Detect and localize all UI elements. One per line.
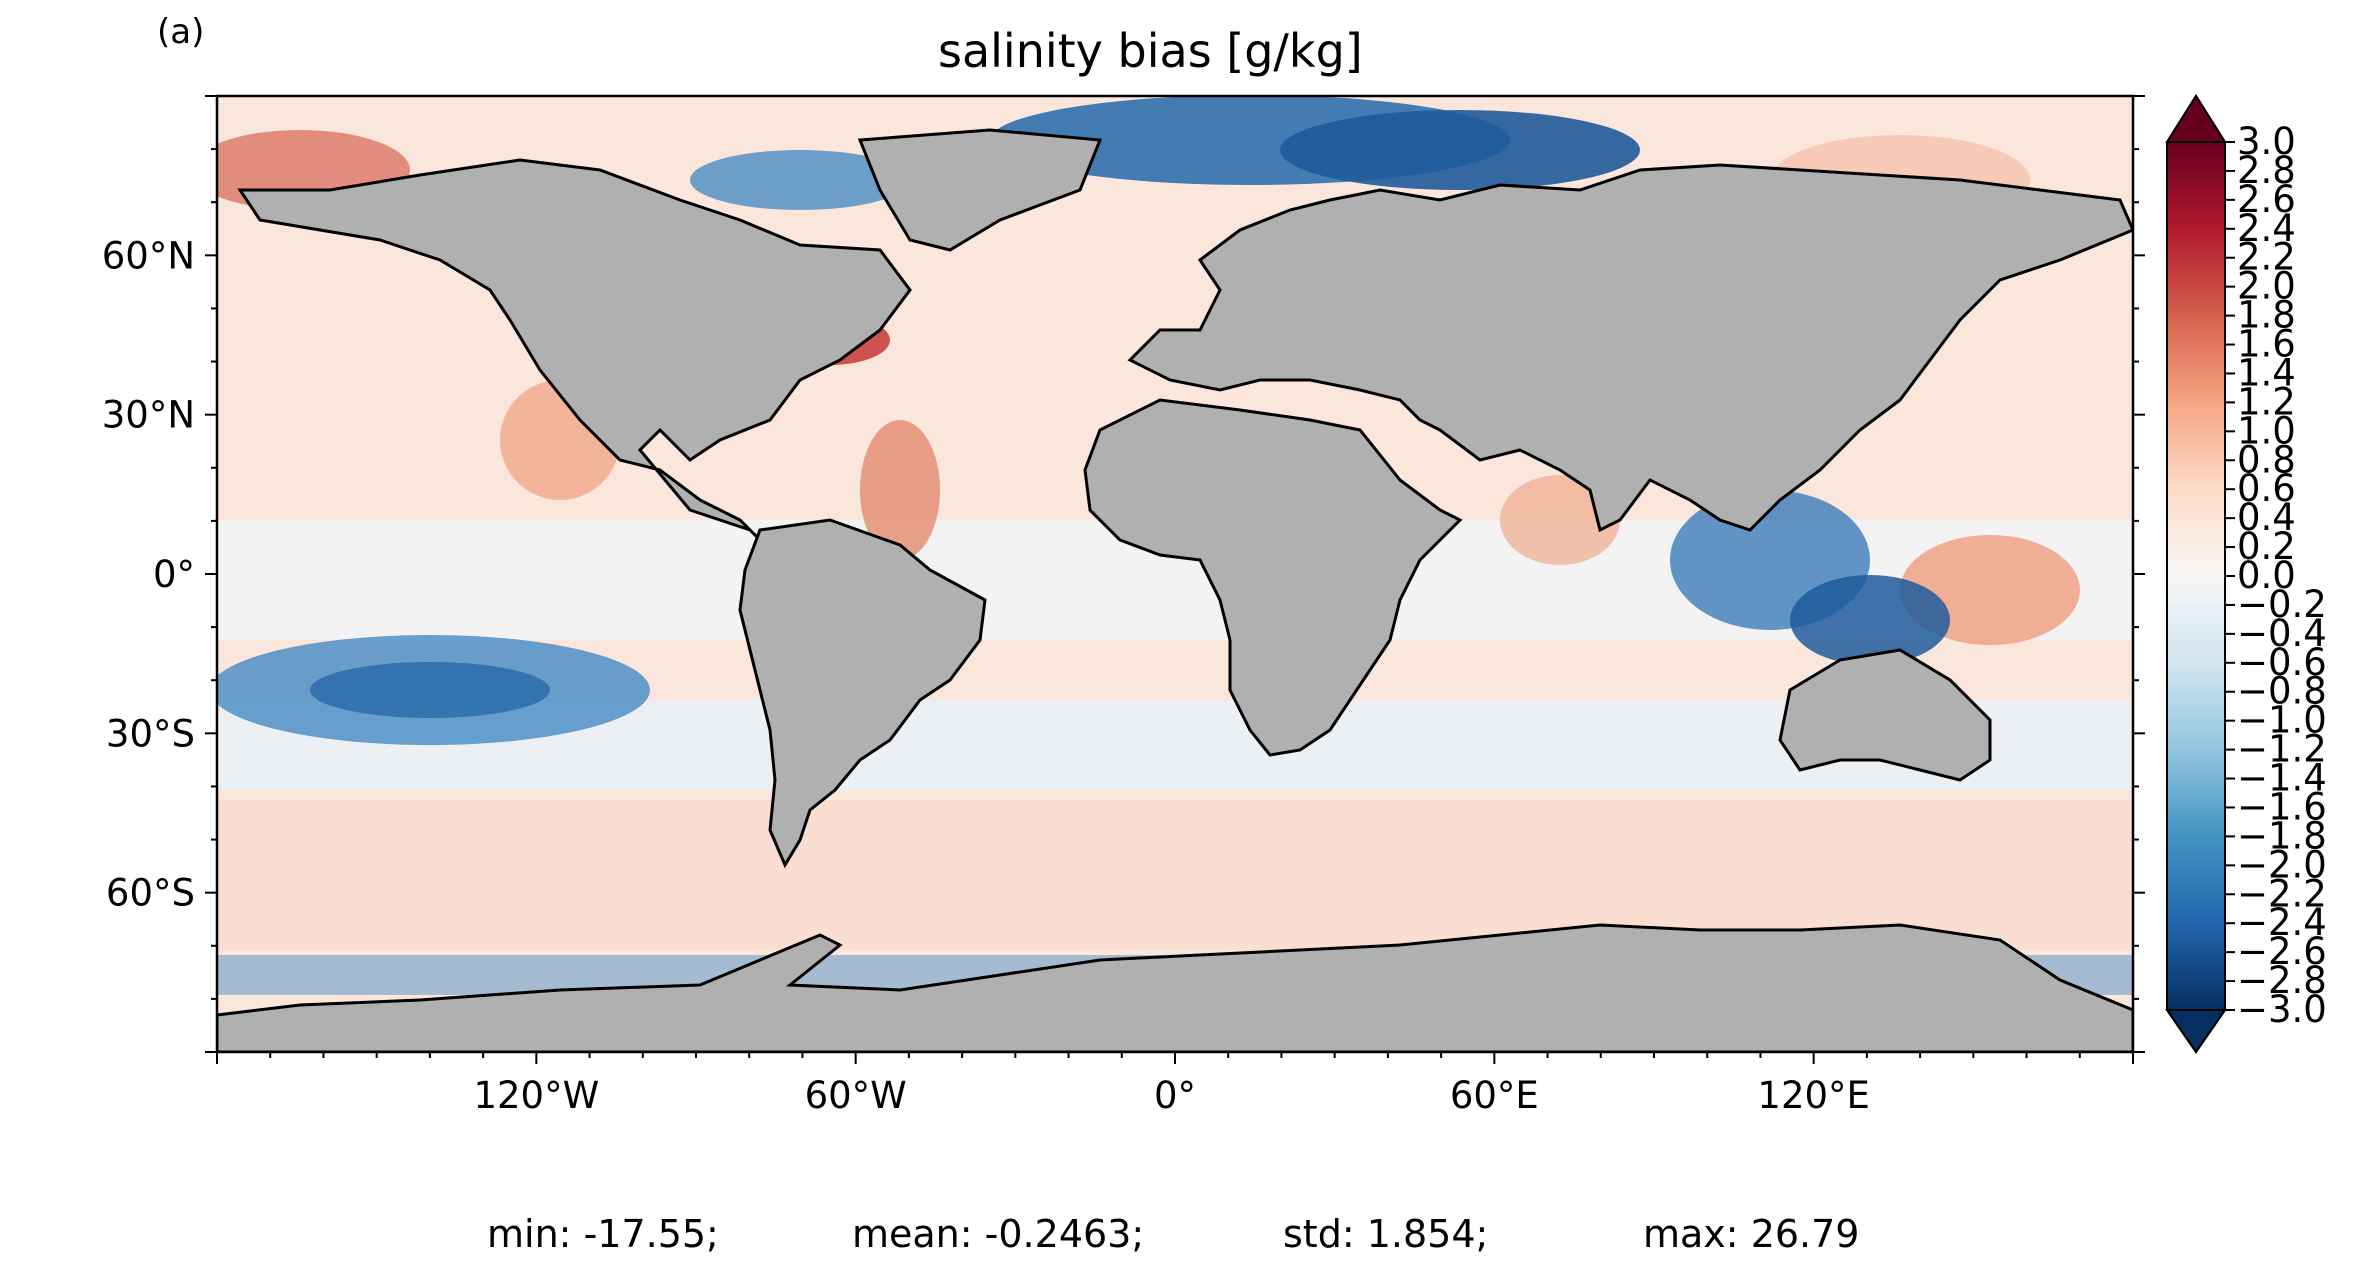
colorbar-tick-label: 2.6 [2237, 178, 2296, 221]
stat-std: std: 1.854; [1283, 1212, 1488, 1256]
colorbar-extend-min [2165, 1009, 2227, 1054]
south-america-landmass [738, 518, 987, 869]
greenland-landmass [857, 128, 1103, 252]
y-tick-label: 30°S [106, 712, 195, 755]
y-axis-ticks: 60°N 30°N 0° 30°S 60°S [102, 95, 2145, 1053]
colorbar-tick-label: 2.2 [2237, 236, 2296, 279]
colorbar-tick-label: −1.6 [2237, 785, 2327, 828]
colorbar-tick-label: −2.8 [2237, 959, 2327, 1002]
colorbar-tick-label: −1.0 [2237, 699, 2327, 742]
y-tick-label: 30°N [102, 394, 195, 437]
colorbar-tick-label: −2.2 [2237, 872, 2327, 915]
x-tick-label: 60°W [805, 1074, 907, 1117]
panel-label: (a) [157, 12, 205, 52]
colorbar-tick-label: 0.6 [2237, 467, 2296, 510]
colorbar-tick-label: 1.8 [2237, 294, 2296, 337]
colorbar-tick-label: −0.2 [2237, 583, 2327, 626]
colorbar-tick-label: 2.0 [2237, 265, 2296, 308]
colorbar-tick-label: 3.0 [2237, 120, 2296, 163]
antarctica-landmass [217, 923, 2133, 1052]
stat-mean: mean: -0.2463; [852, 1212, 1144, 1256]
map-title: salinity bias [g/kg] [938, 24, 1363, 78]
colorbar-tick-label: −2.4 [2237, 901, 2327, 944]
colorbar-tick-label: −3.0 [2237, 988, 2327, 1031]
stat-max: max: 26.79 [1643, 1212, 1859, 1256]
australia-landmass [1778, 648, 1992, 782]
stat-std-value: 1.854; [1366, 1212, 1489, 1256]
colorbar-tick-label: −0.6 [2237, 641, 2327, 684]
x-tick-label: 120°W [473, 1074, 599, 1117]
colorbar-body [2167, 142, 2225, 1010]
colorbar-tick-label: 2.8 [2237, 149, 2296, 192]
colorbar: 3.02.82.62.42.22.01.81.61.41.21.00.80.60… [2165, 94, 2327, 1054]
x-tick-label: 60°E [1450, 1074, 1539, 1117]
colorbar-tick-label: −1.8 [2237, 814, 2327, 857]
x-tick-label: 0° [1154, 1074, 1196, 1117]
colorbar-tick-label: 1.6 [2237, 323, 2296, 366]
colorbar-tick-label: 2.4 [2237, 207, 2296, 250]
stat-min-label: min: [487, 1212, 572, 1256]
stat-min: min: -17.55; [487, 1212, 719, 1256]
x-axis-ticks: 120°W 60°W 0° 60°E 120°E [216, 1052, 2134, 1117]
x-tick-label: 120°E [1757, 1074, 1870, 1117]
colorbar-tick-label: 1.4 [2237, 351, 2296, 394]
north-america-landmass [237, 158, 912, 562]
colorbar-tick-label: −1.4 [2237, 757, 2327, 800]
stat-min-value: -17.55; [583, 1212, 719, 1256]
eurasia-landmass [1127, 163, 2133, 533]
colorbar-tick-label: −2.6 [2237, 930, 2327, 973]
stat-max-value: 26.79 [1750, 1212, 1860, 1256]
colorbar-extend-max [2165, 94, 2227, 143]
colorbar-tick-label: −1.2 [2237, 728, 2327, 771]
colorbar-tick-label: −0.4 [2237, 612, 2327, 655]
africa-landmass [1083, 398, 1463, 757]
colorbar-ticks: 3.02.82.62.42.22.01.81.61.41.21.00.80.60… [2225, 120, 2327, 1031]
stat-mean-label: mean: [852, 1212, 973, 1256]
land-masses [217, 128, 2133, 1052]
colorbar-tick-label: 0.4 [2237, 496, 2296, 539]
y-tick-label: 0° [153, 553, 195, 596]
colorbar-tick-label: −2.0 [2237, 843, 2327, 886]
colorbar-tick-label: 1.2 [2237, 380, 2296, 423]
colorbar-tick-label: −0.8 [2237, 670, 2327, 713]
stat-std-label: std: [1283, 1212, 1355, 1256]
colorbar-tick-label: 0.8 [2237, 438, 2296, 481]
colorbar-tick-label: 0.0 [2237, 554, 2296, 597]
y-tick-label: 60°N [102, 234, 195, 277]
stat-max-label: max: [1643, 1212, 1739, 1256]
y-tick-label: 60°S [106, 872, 195, 915]
stat-mean-value: -0.2463; [984, 1212, 1145, 1256]
colorbar-tick-label: 1.0 [2237, 409, 2296, 452]
colorbar-tick-label: 0.2 [2237, 525, 2296, 568]
